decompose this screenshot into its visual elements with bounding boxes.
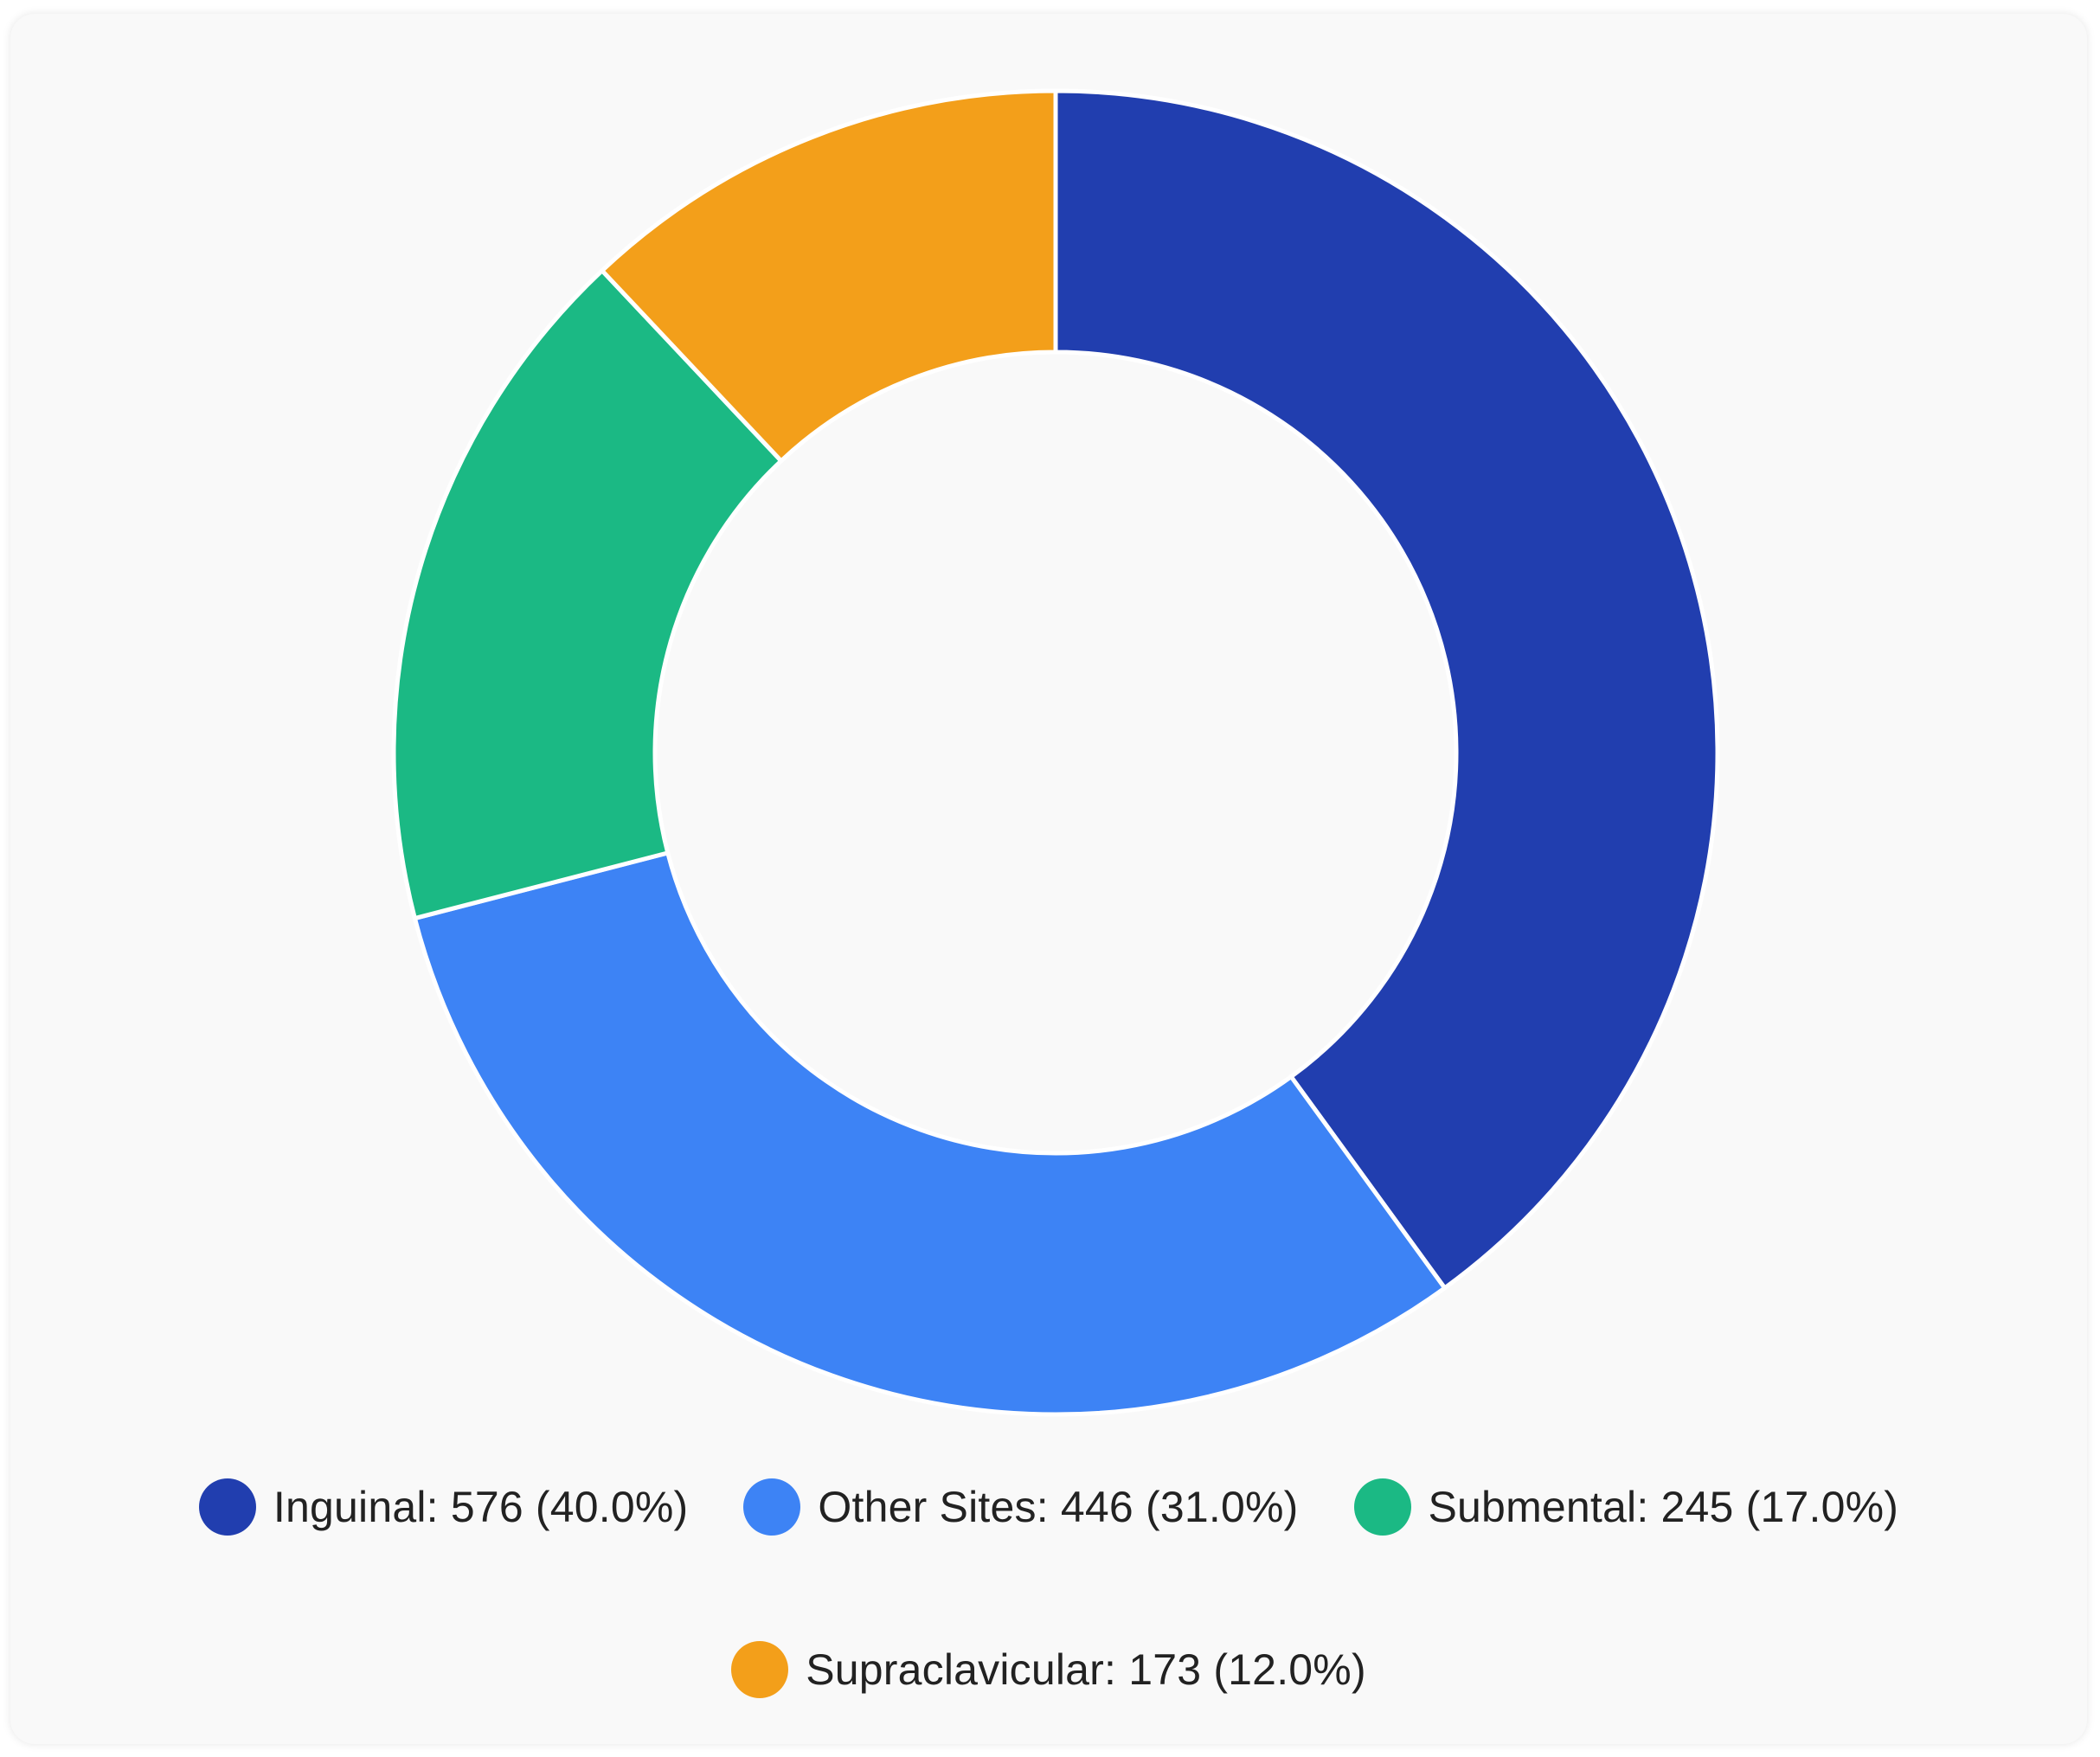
legend-item-other-sites[interactable]: Other Sites: 446 (31.0%) — [743, 1476, 1298, 1538]
legend-item-inguinal[interactable]: Inguinal: 576 (40.0%) — [198, 1476, 689, 1538]
legend-item-supraclavicular[interactable]: Supraclavicular: 173 (12.0%) — [731, 1638, 1366, 1701]
legend-label-submental: Submental: 245 (17.0%) — [1428, 1483, 1899, 1531]
legend-label-inguinal: Inguinal: 576 (40.0%) — [273, 1483, 689, 1531]
donut-chart — [391, 88, 1720, 1417]
slice-submental[interactable] — [391, 268, 784, 921]
slice-inguinal[interactable] — [1053, 88, 1720, 1291]
slice-supraclavicular[interactable] — [600, 88, 1058, 464]
legend-swatch-inguinal — [198, 1478, 256, 1536]
legend-swatch-supraclavicular — [731, 1641, 789, 1698]
legend-item-submental[interactable]: Submental: 245 (17.0%) — [1353, 1476, 1899, 1538]
legend: Inguinal: 576 (40.0%) Other Sites: 446 (… — [10, 1476, 2087, 1701]
chart-card: Inguinal: 576 (40.0%) Other Sites: 446 (… — [10, 14, 2087, 1744]
legend-swatch-other-sites — [743, 1478, 801, 1536]
legend-swatch-submental — [1353, 1478, 1411, 1536]
legend-label-supraclavicular: Supraclavicular: 173 (12.0%) — [806, 1645, 1366, 1694]
legend-label-other-sites: Other Sites: 446 (31.0%) — [818, 1483, 1299, 1531]
slice-other-sites[interactable] — [412, 850, 1448, 1417]
